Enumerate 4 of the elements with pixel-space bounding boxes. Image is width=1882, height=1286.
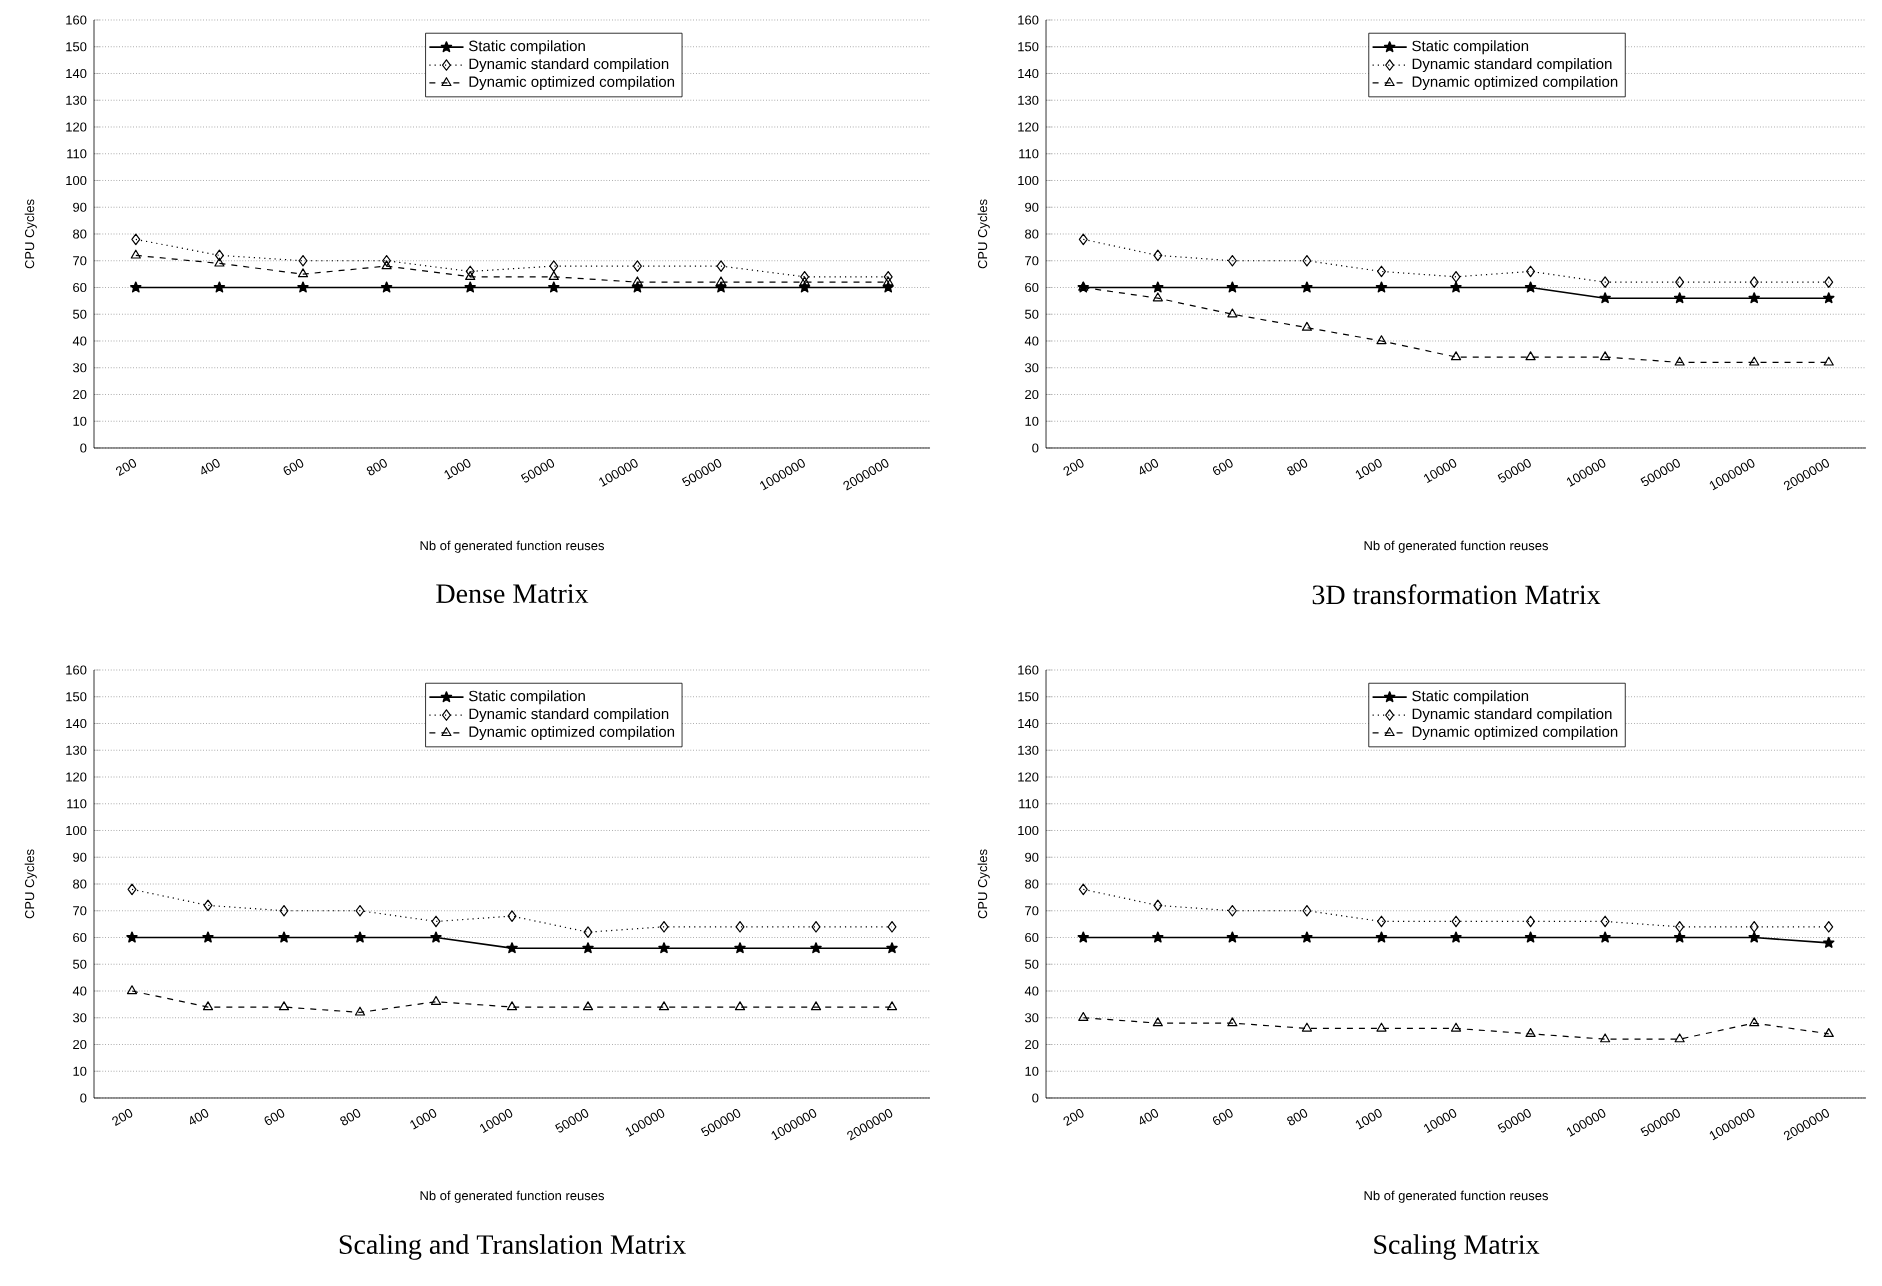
text: Scaling Matrix — [1374, 1234, 1540, 1260]
text: Dense Matrix — [436, 584, 589, 604]
text: Scaling and Translation Matrix — [339, 1234, 686, 1260]
text: 3D transformation Matrix — [1312, 584, 1601, 605]
